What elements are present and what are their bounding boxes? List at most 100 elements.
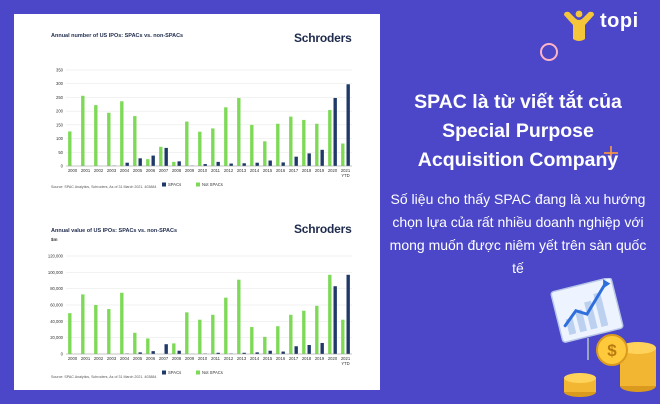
bar-non-spac [81, 95, 85, 166]
bar-non-spac [276, 123, 280, 166]
bar-spac [242, 163, 246, 166]
bar-non-spac [289, 314, 293, 354]
y-tick-label: 100 [56, 136, 64, 141]
x-tick-label: 2003 [107, 168, 117, 173]
bar-non-spac [159, 146, 163, 166]
x-tick-label: 2010 [198, 356, 208, 361]
y-tick-label: 300 [56, 81, 64, 86]
dollar-coin-icon: $ [596, 334, 628, 366]
bar-spac [138, 158, 142, 166]
chart2-publisher: Schroders [294, 222, 352, 236]
bar-non-spac [237, 97, 241, 166]
bar-non-spac [289, 116, 293, 166]
x-tick-label: 2006 [146, 356, 156, 361]
plus-icon [604, 146, 618, 160]
bar-spac [164, 147, 168, 166]
x-tick-label: 2005 [133, 356, 143, 361]
y-tick-label: 200 [56, 109, 64, 114]
x-tick-label: 2007 [159, 356, 169, 361]
ring-icon [540, 43, 558, 61]
bar-spac [346, 274, 350, 354]
bar-spac [138, 352, 142, 354]
legend-swatch [196, 370, 200, 375]
x-tick-label: 2004 [120, 168, 130, 173]
bar-spac [281, 162, 285, 166]
brand-name: topi [600, 10, 639, 32]
legend-label: SPACs [168, 182, 181, 187]
legend-label: Not SPACs [202, 182, 223, 187]
y-tick-label: 60,000 [50, 303, 63, 308]
legend-label: Not SPACs [202, 370, 223, 375]
bar-spac [242, 352, 246, 354]
x-tick-label: 2007 [159, 168, 169, 173]
bar-spac [333, 286, 337, 354]
bar-non-spac [328, 274, 332, 354]
bar-spac [320, 342, 324, 354]
bar-non-spac [198, 131, 202, 166]
bar-non-spac [302, 119, 306, 166]
bar-non-spac [146, 159, 150, 166]
x-tick-label: 2016 [276, 356, 286, 361]
legend-swatch [162, 182, 166, 187]
finance-illustration: $ [550, 278, 656, 397]
x-tick-label: 2001 [81, 356, 91, 361]
y-tick-label: 40,000 [50, 319, 63, 324]
bar-non-spac [185, 312, 189, 354]
bar-non-spac [94, 105, 98, 166]
bar-non-spac [185, 121, 189, 166]
bar-spac [294, 156, 298, 166]
x-tick-label: 2000 [68, 168, 78, 173]
y-tick-label: 50 [58, 150, 63, 155]
legend-label: SPACs [168, 370, 181, 375]
x-tick-label: 2003 [107, 356, 117, 361]
bar-spac [203, 164, 207, 166]
x-tick-label: 2002 [94, 168, 104, 173]
bar-non-spac [211, 314, 215, 354]
y-tick-label: 100,000 [48, 270, 64, 275]
bar-spac [151, 155, 155, 166]
x-tick-label: 2008 [172, 168, 182, 173]
x-tick-label: YTD [341, 173, 349, 178]
bar-non-spac [250, 327, 254, 354]
bar-spac [268, 350, 272, 354]
x-tick-label: 2001 [81, 168, 91, 173]
x-tick-label: 2012 [224, 356, 234, 361]
bar-non-spac [263, 141, 267, 166]
x-tick-label: 2006 [146, 168, 156, 173]
bar-spac [333, 97, 337, 166]
bar-non-spac [94, 305, 98, 354]
headline: SPAC là từ viết tắt của Special Purpose … [414, 91, 622, 171]
chart1-publisher: Schroders [294, 31, 352, 45]
bar-non-spac [107, 309, 111, 354]
bar-spac [255, 162, 259, 166]
bar-non-spac [315, 305, 319, 354]
chart-panel: Annual number of US IPOs: SPACs vs. non-… [14, 14, 380, 390]
x-tick-label: 2020 [328, 356, 338, 361]
y-tick-label: 150 [56, 122, 64, 127]
x-tick-label: 2015 [263, 168, 273, 173]
x-tick-label: 2017 [289, 356, 299, 361]
bar-spac [177, 350, 181, 354]
bar-non-spac [146, 338, 150, 354]
chart2-title: Annual value of US IPOs: SPACs vs. non-S… [51, 228, 178, 234]
bar-non-spac [302, 310, 306, 354]
bar-non-spac [250, 124, 254, 166]
x-tick-label: 2002 [94, 356, 104, 361]
bar-non-spac [120, 292, 124, 354]
coin-stack-icon [564, 342, 656, 397]
x-tick-label: 2020 [328, 168, 338, 173]
x-tick-label: 2018 [302, 356, 312, 361]
chart1-title: Annual number of US IPOs: SPACs vs. non-… [51, 33, 184, 39]
bar-spac [125, 162, 129, 166]
x-tick-label: 2012 [224, 168, 234, 173]
bar-spac [255, 352, 259, 354]
chart-board-icon [550, 278, 624, 360]
bar-non-spac [107, 112, 111, 166]
svg-text:$: $ [607, 341, 617, 360]
bar-spac [307, 153, 311, 166]
chart2-ylabel: $m [51, 237, 58, 242]
x-tick-label: 2017 [289, 168, 299, 173]
bar-non-spac [68, 313, 72, 354]
bar-non-spac [224, 107, 228, 166]
